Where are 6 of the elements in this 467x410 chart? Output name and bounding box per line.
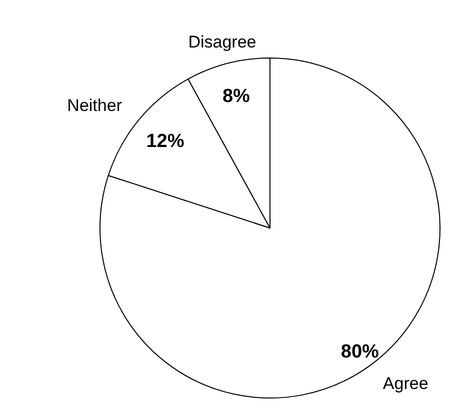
data-label: 8% bbox=[222, 86, 250, 107]
slice-label: Neither bbox=[67, 96, 122, 116]
data-label: 80% bbox=[340, 341, 380, 362]
slice-label: Disagree bbox=[188, 32, 256, 52]
data-label: 12% bbox=[146, 130, 184, 152]
slice-label: Agree bbox=[382, 374, 428, 393]
